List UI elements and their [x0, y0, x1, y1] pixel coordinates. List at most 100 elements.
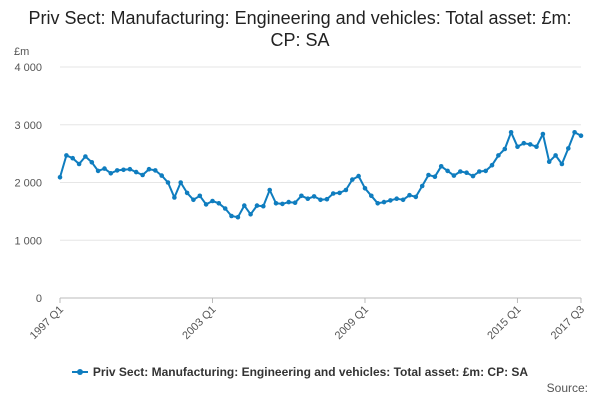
data-point: 2011 Q4: 2100 — [432, 174, 438, 179]
data-point: 2014 Q1: 2300 — [489, 162, 495, 168]
y-tick-label: 0 — [36, 293, 42, 305]
y-tick-label: 4 000 — [14, 62, 42, 74]
data-point: 2012 Q4: 2190 — [458, 169, 463, 174]
data-point: 2002 Q3: 1770 — [197, 193, 203, 199]
data-point: 1999 Q1: 2160 — [108, 171, 114, 176]
y-tick-label: 2 000 — [14, 178, 42, 190]
data-point: 2008 Q1: 1820 — [337, 190, 342, 196]
data-point: 2006 Q2: 1650 — [292, 200, 298, 205]
data-point: 2005 Q4: 1630 — [280, 201, 285, 207]
data-point: 2002 Q4: 1620 — [203, 202, 209, 207]
data-point: 2010 Q2: 1720 — [394, 196, 400, 201]
data-point: 2011 Q2: 1940 — [419, 183, 425, 189]
data-point: 2012 Q2: 2200 — [445, 168, 450, 174]
data-point: 2001 Q3: 1740 — [172, 195, 177, 200]
data-point: 1997 Q2: 2470 — [64, 153, 69, 158]
data-point: 2013 Q3: 2190 — [477, 169, 482, 174]
data-point: 1997 Q4: 2320 — [76, 161, 82, 167]
data-point: 1998 Q4: 2240 — [102, 166, 107, 171]
data-point: 2008 Q3: 2050 — [350, 177, 355, 182]
data-point: 2005 Q2: 1870 — [267, 187, 273, 193]
data-point: 2013 Q1: 2170 — [464, 170, 469, 175]
data-point: 2017 Q1: 2590 — [566, 146, 571, 151]
x-axis: 1997 Q1 2003 Q1 2009 Q1 2015 Q1 2017 Q3 — [28, 297, 587, 342]
data-point: 2006 Q3: 1770 — [299, 193, 304, 199]
data-point: 2012 Q1: 2280 — [438, 164, 444, 169]
data-point: 2014 Q2: 2470 — [496, 153, 501, 158]
data-point: 2010 Q4: 1780 — [407, 192, 412, 198]
x-tick-label: 2009 Q1 — [333, 304, 371, 342]
data-point: 1999 Q2: 2210 — [114, 168, 120, 173]
data-point: 2004 Q4: 1600 — [254, 203, 260, 208]
data-point: 2016 Q1: 2840 — [540, 131, 546, 137]
data-point: 1998 Q3: 2200 — [95, 168, 101, 174]
data-point: 2010 Q3: 1700 — [400, 197, 406, 203]
chart-title: Priv Sect: Manufacturing: Engineering an… — [28, 8, 572, 50]
data-point: 2002 Q1: 1820 — [184, 190, 190, 196]
data-point: 1999 Q4: 2230 — [127, 166, 133, 172]
data-point: 2015 Q2: 2680 — [521, 140, 527, 146]
data-point: 2007 Q4: 1810 — [330, 191, 336, 196]
data-point: 2009 Q2: 1770 — [369, 193, 374, 199]
data-point: 2011 Q1: 1750 — [413, 194, 419, 200]
data-point: 1998 Q2: 2350 — [89, 160, 95, 165]
data-point: 2014 Q3: 2580 — [502, 146, 508, 152]
data-point: 2003 Q1: 1680 — [210, 198, 215, 204]
data-point: 2003 Q4: 1420 — [229, 213, 234, 219]
data-point: 2006 Q1: 1660 — [286, 199, 292, 205]
data-point: 2016 Q3: 2470 — [553, 153, 558, 158]
source-label: Source: — [546, 381, 588, 395]
x-tick-label: 2017 Q3 — [549, 304, 587, 342]
data-point: 2007 Q2: 1700 — [318, 197, 323, 203]
data-point: 2012 Q3: 2120 — [451, 173, 457, 178]
data-point: 1998 Q1: 2450 — [83, 154, 88, 159]
series-layer: 1997 Q1: 20901997 Q2: 24701997 Q3: 24201… — [57, 130, 584, 220]
legend: Priv Sect: Manufacturing: Engineering an… — [0, 365, 600, 379]
data-point: 2001 Q1: 2120 — [159, 173, 164, 178]
y-tick-label: 3 000 — [14, 120, 42, 132]
legend-swatch — [71, 368, 88, 375]
x-tick-label: 2015 Q1 — [485, 304, 523, 342]
data-point: 2004 Q3: 1450 — [248, 212, 253, 217]
data-point: 2011 Q3: 2130 — [426, 172, 431, 178]
data-point: 2015 Q4: 2620 — [534, 144, 539, 149]
data-point: 2009 Q4: 1660 — [381, 199, 387, 205]
data-point: 2008 Q2: 1870 — [343, 187, 349, 193]
data-point: 2003 Q2: 1640 — [216, 201, 222, 206]
data-point: 2005 Q1: 1590 — [261, 203, 266, 209]
data-point: 2016 Q2: 2360 — [546, 159, 552, 164]
x-tick-label: 2003 Q1 — [180, 304, 218, 342]
data-point: 2013 Q4: 2200 — [483, 168, 489, 174]
grid-lines — [60, 66, 581, 241]
data-point: 2014 Q4: 2870 — [508, 130, 514, 135]
y-axis-unit-label: £m — [14, 46, 29, 58]
legend-marker — [76, 368, 83, 375]
data-point: 2015 Q3: 2660 — [527, 142, 533, 147]
data-point: 2005 Q3: 1640 — [273, 201, 279, 206]
legend-label: Priv Sect: Manufacturing: Engineering an… — [92, 365, 529, 379]
y-tick-label: 1 000 — [14, 235, 42, 247]
x-tick-label: 1997 Q1 — [28, 304, 66, 342]
data-point: 2017 Q3: 2810 — [578, 133, 584, 138]
data-point: 2007 Q1: 1760 — [311, 194, 317, 199]
data-point: 2013 Q2: 2110 — [470, 173, 476, 179]
data-point: 2004 Q2: 1600 — [242, 203, 247, 208]
data-point: 2015 Q1: 2620 — [515, 144, 520, 149]
data-point: 2009 Q3: 1640 — [375, 201, 381, 206]
data-point: 2016 Q4: 2320 — [559, 161, 565, 167]
data-point: 2010 Q1: 1690 — [388, 198, 393, 203]
y-axis-ticks: 0 1 000 2 000 3 000 4 000 — [14, 62, 42, 305]
data-point: 2007 Q3: 1710 — [324, 196, 330, 202]
data-point: 2003 Q3: 1550 — [222, 206, 228, 211]
series-line — [59, 131, 582, 219]
data-point: 1997 Q1: 2090 — [57, 175, 63, 180]
data-point: 1999 Q3: 2220 — [121, 167, 126, 173]
data-point: 2004 Q1: 1400 — [235, 214, 241, 220]
